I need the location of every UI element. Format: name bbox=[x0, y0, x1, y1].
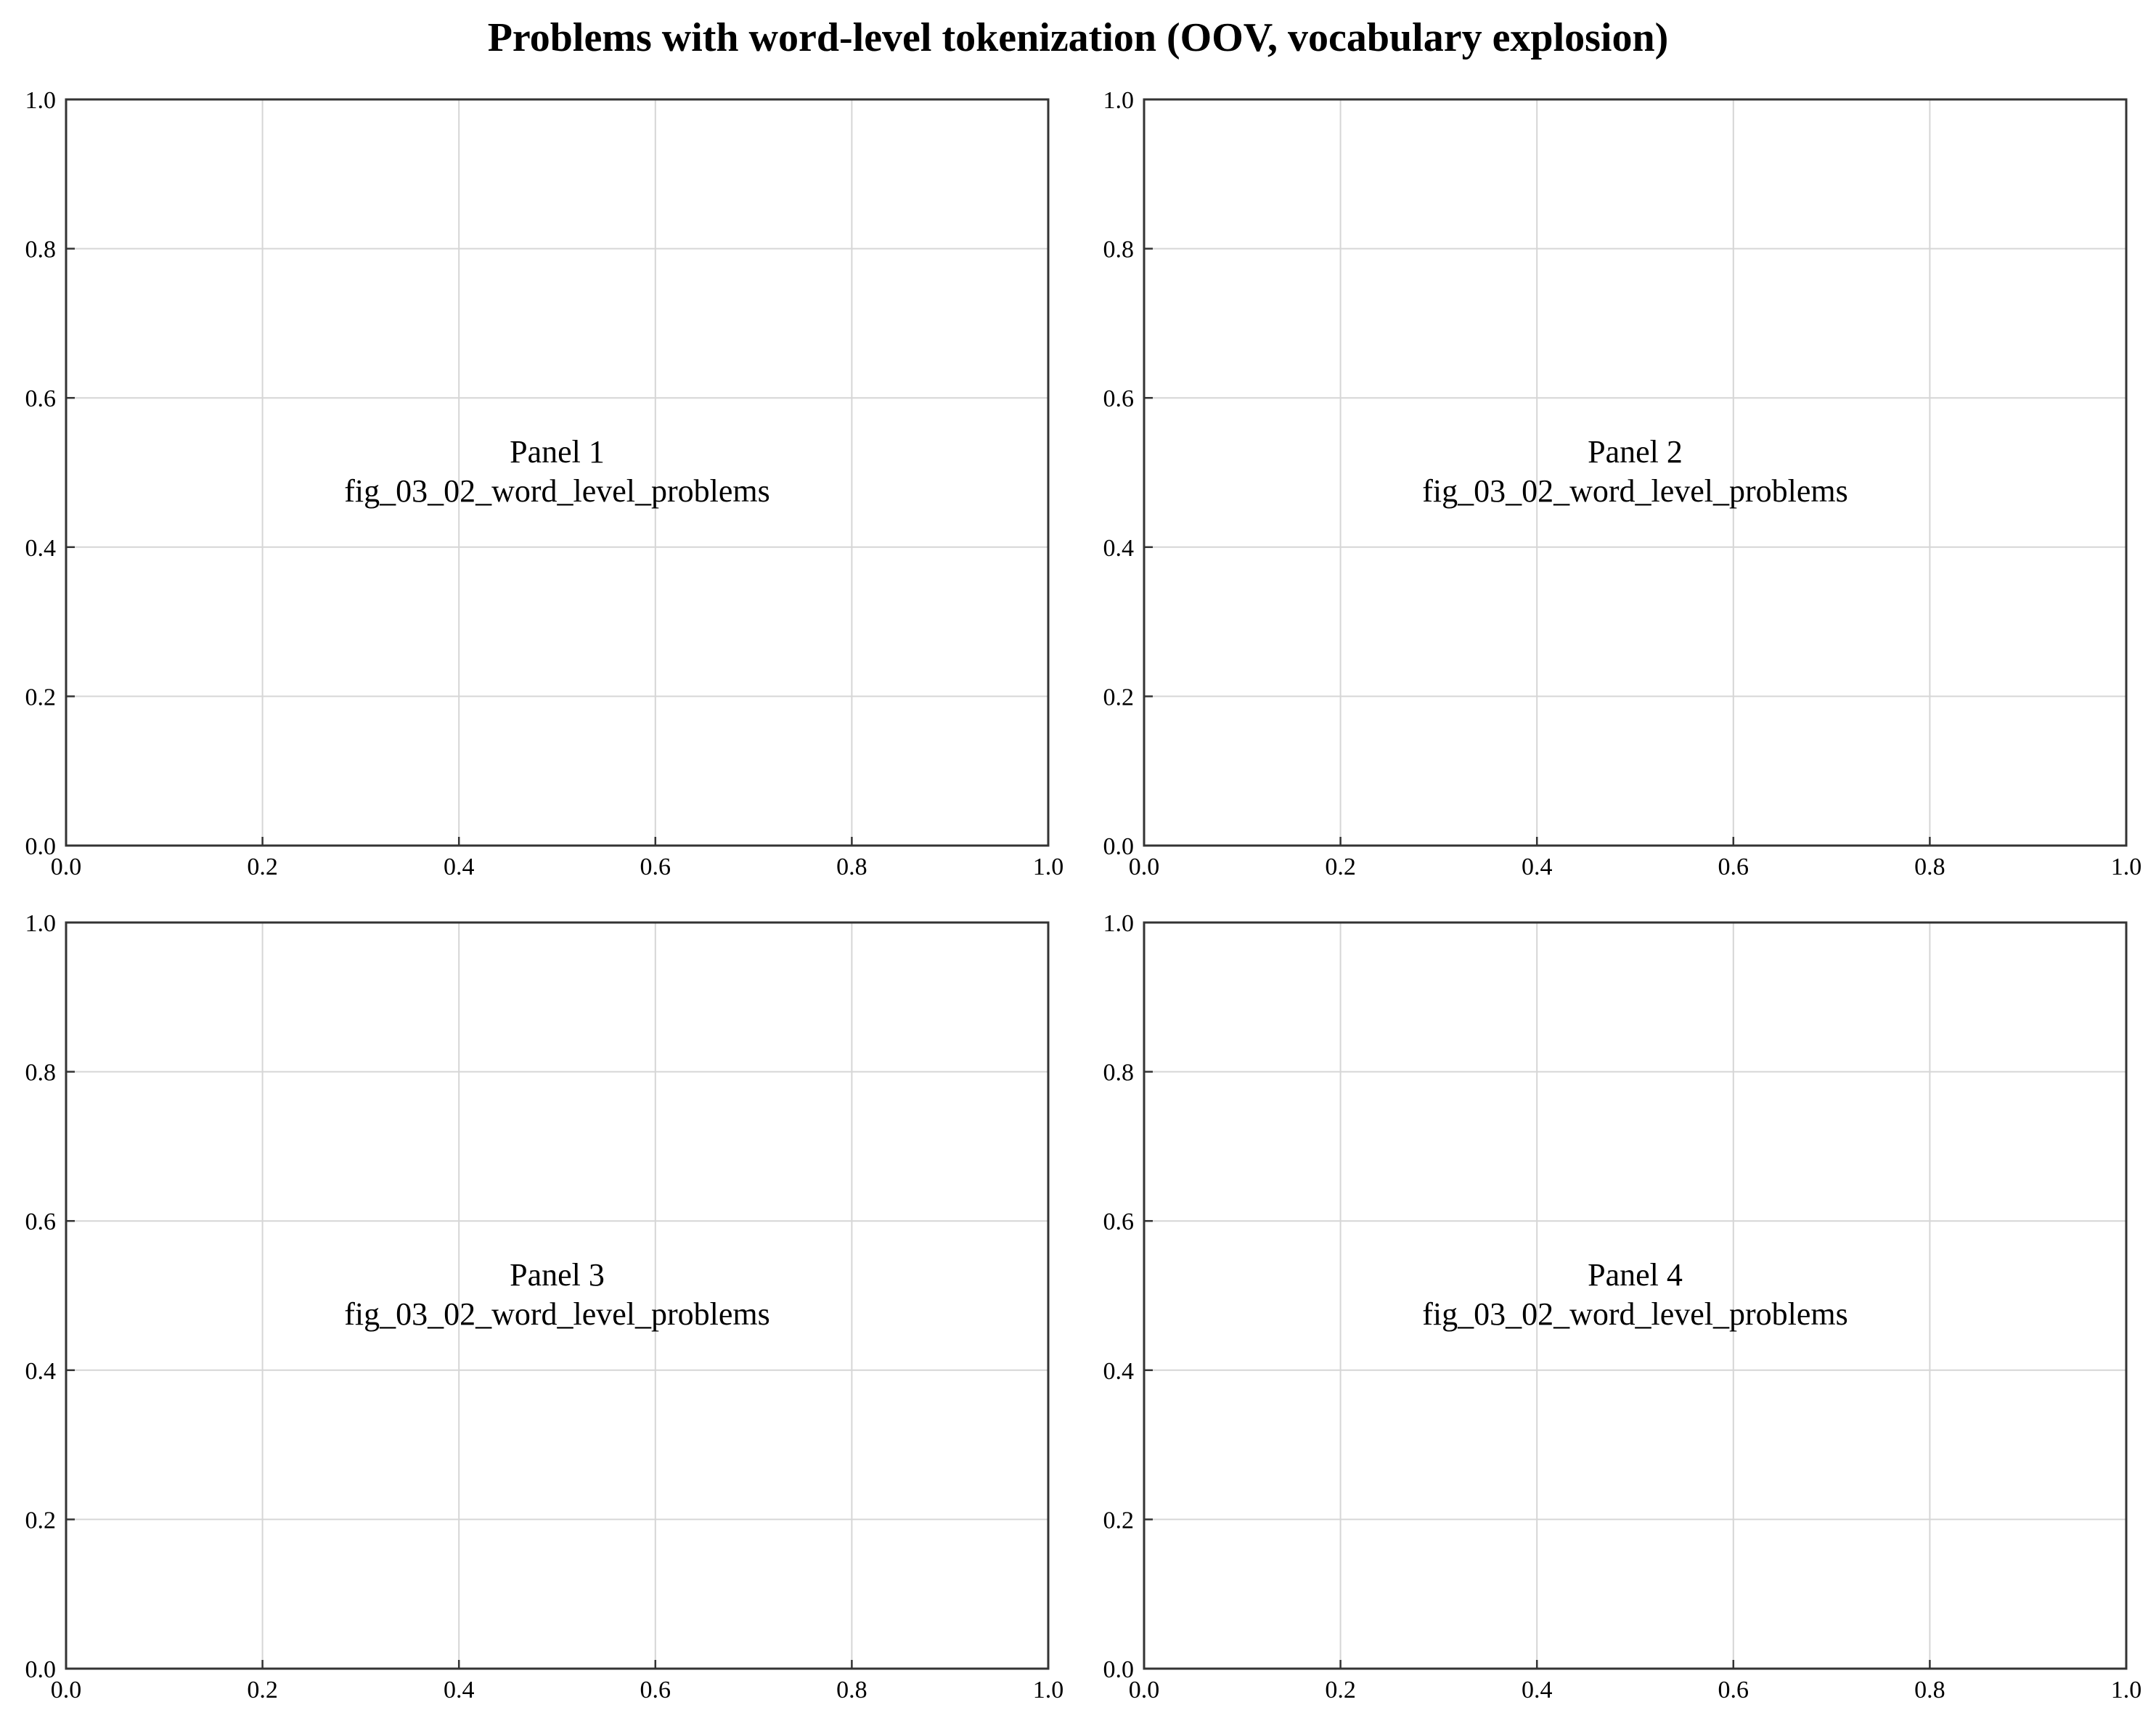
y-tick-label: 0.0 bbox=[25, 1656, 57, 1683]
axes-frame bbox=[1143, 921, 2128, 1670]
y-tick-label: 0.6 bbox=[1103, 385, 1135, 412]
x-tick-label: 0.8 bbox=[1914, 854, 1945, 880]
y-tick-label: 0.8 bbox=[1103, 237, 1135, 263]
y-tick-label: 0.8 bbox=[25, 1060, 57, 1087]
x-tick-label: 0.0 bbox=[51, 1677, 82, 1703]
x-tick-label: 0.8 bbox=[1914, 1677, 1945, 1703]
axes-frame bbox=[65, 98, 1050, 847]
axes-frame bbox=[1143, 98, 2128, 847]
y-tick-label: 0.4 bbox=[25, 1358, 57, 1385]
panel-1: 0.0 0.2 0.4 0.6 0.8 1.0 0.0 0.2 0.4 0.6 0.8 1.0 Pane… bbox=[25, 87, 1064, 880]
panel-label: Panel 2 bbox=[1588, 434, 1683, 470]
x-tick-label: 0.8 bbox=[836, 854, 867, 880]
y-tick-label: 0.4 bbox=[25, 535, 57, 562]
axes-frame bbox=[65, 921, 1050, 1670]
x-tick-label: 0.2 bbox=[1325, 1677, 1356, 1703]
y-tick-label: 0.0 bbox=[1103, 1656, 1135, 1683]
y-tick-label: 0.6 bbox=[25, 1208, 57, 1235]
panel-2: 0.0 0.2 0.4 0.6 0.8 1.0 0.0 0.2 0.4 0.6 0.8 1.0 Pane… bbox=[1103, 87, 2142, 880]
x-tick-label: 0.2 bbox=[247, 1677, 278, 1703]
y-tick-label: 1.0 bbox=[1103, 910, 1135, 937]
x-tick-label: 0.0 bbox=[1129, 854, 1160, 880]
y-tick-label: 0.0 bbox=[1103, 833, 1135, 860]
x-tick-label: 1.0 bbox=[2111, 854, 2142, 880]
y-tick-label: 0.2 bbox=[25, 1507, 57, 1534]
y-tick-label: 1.0 bbox=[25, 910, 57, 937]
x-tick-label: 0.0 bbox=[1129, 1677, 1160, 1703]
panel-sublabel: fig_03_02_word_level_problems bbox=[1422, 473, 1848, 509]
x-tick-label: 0.8 bbox=[836, 1677, 867, 1703]
x-tick-label: 1.0 bbox=[1033, 1677, 1064, 1703]
y-tick-label: 0.2 bbox=[1103, 1507, 1135, 1534]
panel-3: 0.0 0.2 0.4 0.6 0.8 1.0 0.0 0.2 0.4 0.6 0.8 1.0 Pane… bbox=[25, 910, 1064, 1703]
y-tick-label: 0.0 bbox=[25, 833, 57, 860]
y-tick-label: 1.0 bbox=[25, 87, 57, 114]
x-tick-label: 0.6 bbox=[1718, 1677, 1749, 1703]
panel-sublabel: fig_03_02_word_level_problems bbox=[344, 473, 770, 509]
x-tick-label: 0.6 bbox=[640, 1677, 671, 1703]
y-tick-label: 0.2 bbox=[25, 684, 57, 711]
y-tick-label: 0.8 bbox=[25, 237, 57, 263]
y-tick-label: 0.4 bbox=[1103, 535, 1135, 562]
figure-title: Problems with word-level tokenization (O… bbox=[487, 15, 1669, 60]
y-tick-label: 0.2 bbox=[1103, 684, 1135, 711]
x-tick-label: 0.2 bbox=[247, 854, 278, 880]
x-tick-label: 0.4 bbox=[1522, 854, 1553, 880]
x-tick-label: 0.4 bbox=[444, 854, 475, 880]
panel-4: 0.0 0.2 0.4 0.6 0.8 1.0 0.0 0.2 0.4 0.6 0.8 1.0 Pane… bbox=[1103, 910, 2142, 1703]
panel-label: Panel 4 bbox=[1588, 1257, 1683, 1293]
x-tick-label: 0.6 bbox=[640, 854, 671, 880]
x-tick-label: 0.6 bbox=[1718, 854, 1749, 880]
panel-label: Panel 3 bbox=[510, 1257, 605, 1293]
y-tick-label: 0.8 bbox=[1103, 1060, 1135, 1087]
x-tick-label: 1.0 bbox=[2111, 1677, 2142, 1703]
x-tick-label: 0.4 bbox=[1522, 1677, 1553, 1703]
y-tick-label: 1.0 bbox=[1103, 87, 1135, 114]
y-tick-label: 0.4 bbox=[1103, 1358, 1135, 1385]
x-tick-label: 0.4 bbox=[444, 1677, 475, 1703]
panel-sublabel: fig_03_02_word_level_problems bbox=[344, 1296, 770, 1332]
x-tick-label: 1.0 bbox=[1033, 854, 1064, 880]
y-tick-label: 0.6 bbox=[1103, 1208, 1135, 1235]
x-tick-label: 0.2 bbox=[1325, 854, 1356, 880]
panel-label: Panel 1 bbox=[510, 434, 605, 470]
x-tick-label: 0.0 bbox=[51, 854, 82, 880]
y-tick-label: 0.6 bbox=[25, 385, 57, 412]
panel-sublabel: fig_03_02_word_level_problems bbox=[1422, 1296, 1848, 1332]
